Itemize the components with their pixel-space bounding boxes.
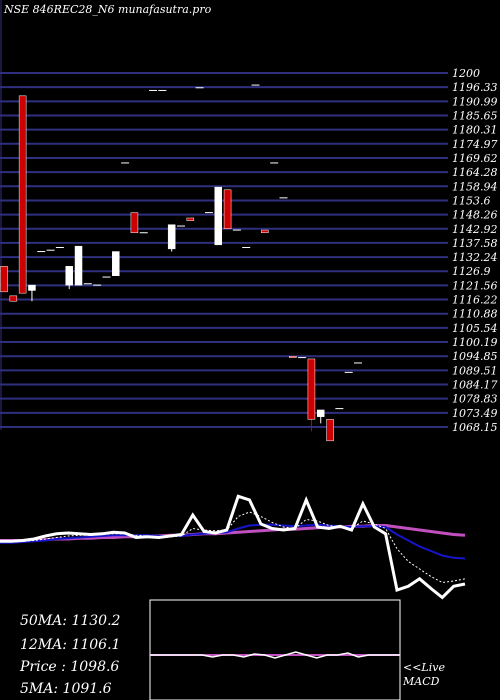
- y-tick-label: 1137.58: [452, 237, 498, 250]
- stat-5ma: 5MA: 1091.6: [20, 681, 112, 697]
- y-tick-label: 1084.17: [452, 379, 498, 392]
- candle-body: [112, 251, 120, 276]
- ma-mid-line: [0, 523, 466, 560]
- y-tick-label: 1200: [452, 67, 480, 80]
- y-tick-label: 1190.99: [452, 95, 498, 108]
- y-tick-label: 1185.65: [452, 109, 498, 122]
- candle-body: [18, 95, 27, 294]
- y-tick-label: 1078.83: [452, 393, 498, 406]
- candle-body: [0, 266, 8, 293]
- y-tick-label: 1089.51: [452, 364, 498, 377]
- ma-short-line: [0, 511, 466, 584]
- y-tick-label: 1073.49: [452, 407, 498, 420]
- candle-body: [186, 217, 195, 221]
- y-tick-label: 1100.19: [452, 336, 498, 349]
- stat-price: Price : 1098.6: [20, 659, 120, 675]
- stat-12ma: 12MA: 1106.1: [20, 637, 121, 653]
- y-tick-label: 1153.6: [452, 194, 491, 207]
- y-tick-label: 1110.88: [452, 308, 498, 321]
- y-tick-label: 1180.31: [452, 124, 498, 137]
- y-tick-label: 1132.24: [452, 251, 498, 264]
- candle-body: [326, 419, 334, 442]
- candle-body: [74, 245, 83, 286]
- y-tick-label: 1116.22: [452, 294, 498, 307]
- chart-title: NSE 846REC28_N6 munafasutra.pro: [4, 3, 212, 16]
- y-tick-label: 1158.94: [452, 180, 498, 193]
- y-tick-label: 1068.15: [452, 421, 498, 434]
- candle-body: [167, 224, 176, 250]
- macd-line: [150, 651, 400, 659]
- y-tick-label: 1094.85: [452, 350, 498, 363]
- y-tick-label: 1169.62: [452, 152, 498, 165]
- y-tick-label: 1174.97: [452, 138, 498, 151]
- candle-body: [289, 356, 297, 358]
- y-tick-label: 1148.26: [452, 209, 498, 222]
- y-tick-label: 1142.92: [452, 223, 498, 236]
- candle-body: [316, 409, 325, 417]
- candle-body: [261, 229, 269, 233]
- macd-panel: [149, 599, 401, 700]
- candle-body: [307, 358, 316, 420]
- macd-label: MACD: [403, 675, 440, 688]
- candle-body: [65, 266, 73, 286]
- price-line: [0, 494, 466, 600]
- y-tick-label: 1105.54: [452, 322, 498, 335]
- y-tick-label: 1126.9: [452, 265, 491, 278]
- candle-body: [214, 186, 223, 246]
- y-tick-label: 1164.28: [452, 166, 498, 179]
- candle-body: [9, 295, 18, 302]
- candle-body: [223, 189, 232, 229]
- macd-live-label: <<Live: [403, 661, 445, 674]
- y-tick-label: 1121.56: [452, 279, 498, 292]
- candle-body: [28, 284, 36, 291]
- candle-body: [130, 212, 139, 233]
- y-tick-label: 1196.33: [452, 81, 498, 94]
- stat-50ma: 50MA: 1130.2: [20, 613, 121, 629]
